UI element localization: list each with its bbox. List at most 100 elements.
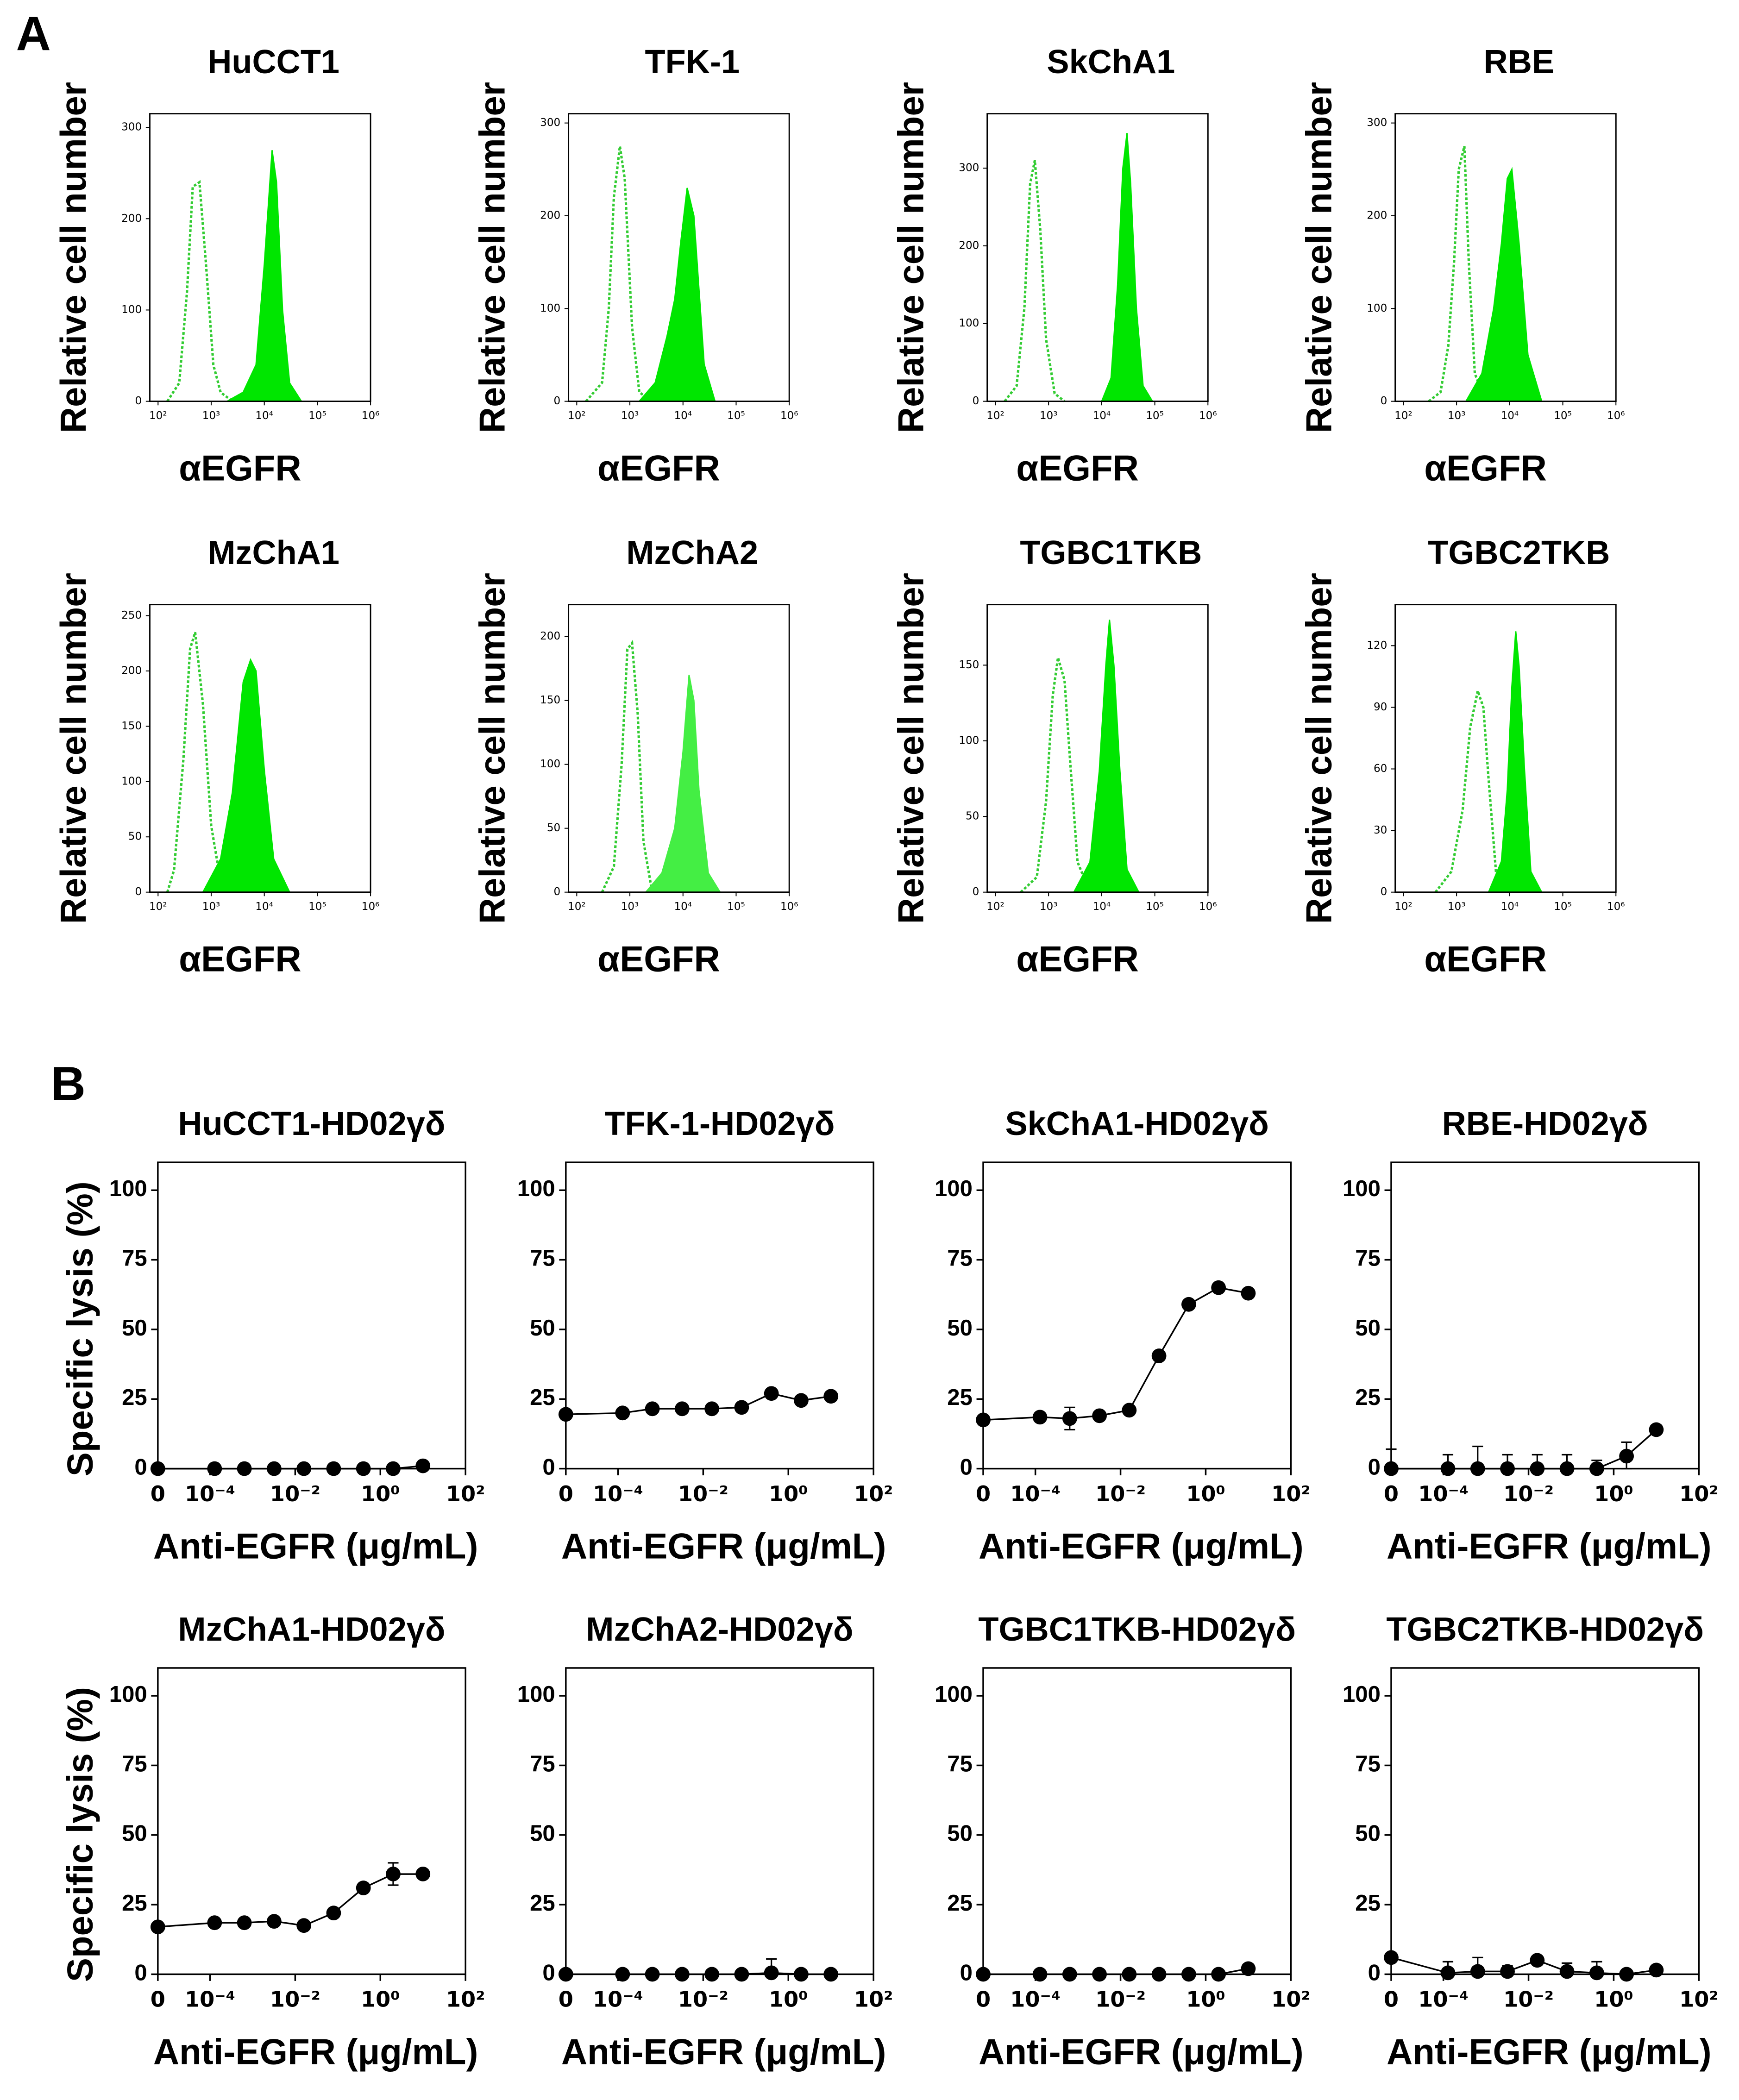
data-point [1649,1962,1664,1978]
y-tick-label: 75 [122,1246,147,1271]
y-tick-label: 100 [517,1176,555,1201]
chart-title: MzChA1-HD02γδ [178,1611,445,1648]
x-tick-label: 0 [1384,1481,1399,1506]
x-tick-label: 10⁶ [1607,901,1625,913]
plot-frame [149,604,371,893]
x-axis-label: αEGFR [179,447,301,488]
x-tick-label: 10⁴ [255,410,273,422]
x-tick-label: 10⁵ [1146,901,1164,913]
x-axis-label: αEGFR [179,938,301,979]
y-tick-label: 200 [121,213,142,225]
y-tick-label: 50 [122,1316,147,1341]
data-point [823,1967,839,1982]
data-line [157,1465,423,1470]
data-point [1559,1461,1575,1476]
data-point [1589,1461,1604,1476]
data-point [296,1461,312,1476]
data-point [1589,1965,1604,1981]
x-tick-label: 10⁴ [255,901,273,913]
x-axis-label: Anti-EGFR (μg/mL) [979,1525,1304,1566]
chart-title: TGBC2TKB-HD02γδ [1386,1611,1704,1648]
x-tick-label: 10⁻⁴ [1418,1481,1469,1506]
y-tick-label: 100 [1367,302,1387,314]
y-tick-label: 90 [1374,701,1387,713]
data-point [356,1881,371,1895]
plot-frame [986,604,1209,893]
y-tick-label: 100 [935,1682,973,1707]
data-line [983,1286,1249,1421]
y-axis-label: Relative cell number [471,82,512,433]
y-tick-label: 50 [530,1821,555,1846]
chart-title: SkChA1 [1047,44,1175,81]
data-line [565,1392,831,1416]
data-point [415,1458,431,1473]
y-tick-label: 120 [1367,639,1387,652]
x-tick-label: 0 [151,1987,165,2012]
plot-frame [157,1161,466,1470]
x-tick-label: 0 [1384,1987,1399,2012]
y-axis-label: Relative cell number [1298,82,1339,433]
plot-frame [568,604,790,893]
data-line [565,1972,831,1975]
x-tick-label: 10⁵ [727,410,745,422]
y-tick-label: 100 [540,302,560,314]
y-tick-label: 100 [959,734,979,746]
data-point [1032,1967,1048,1982]
y-tick-label: 75 [530,1246,555,1271]
y-tick-label: 100 [109,1682,147,1707]
y-tick-label: 50 [947,1821,973,1846]
data-point [823,1389,839,1404]
panel-label: B [51,1057,86,1111]
x-tick-label: 10⁴ [674,410,692,422]
data-point [1530,1461,1545,1476]
x-tick-label: 10⁻⁴ [1010,1481,1061,1506]
data-line [983,1968,1249,1975]
filled-histogram [644,675,722,893]
y-tick-label: 0 [960,1455,973,1480]
data-point [645,1967,660,1982]
x-axis-label: Anti-EGFR (μg/mL) [561,2031,886,2072]
isotype-histogram [585,146,652,402]
x-tick-label: 10⁻⁴ [1418,1987,1469,2012]
x-tick-label: 10⁶ [362,901,380,913]
y-axis-label: Specific lysis (%) [60,1687,100,1982]
x-tick-label: 10² [1679,1987,1719,2012]
data-point [1241,1285,1256,1301]
y-tick-label: 25 [1355,1891,1381,1916]
x-axis-label: αEGFR [597,938,720,979]
x-tick-label: 10⁻⁴ [185,1481,235,1506]
x-tick-label: 10⁰ [361,1481,400,1506]
y-tick-label: 0 [1381,886,1387,898]
x-tick-label: 10³ [1448,410,1466,422]
y-tick-label: 25 [530,1891,555,1916]
data-point [558,1967,573,1982]
data-point [150,1461,165,1476]
x-tick-label: 10⁻² [1503,1987,1554,2012]
x-tick-label: 0 [151,1481,165,1506]
y-tick-label: 50 [122,1821,147,1846]
x-tick-label: 10⁶ [362,410,380,422]
y-tick-label: 50 [1355,1821,1381,1846]
y-tick-label: 75 [1355,1751,1381,1776]
isotype-histogram [1004,160,1066,402]
y-tick-label: 300 [121,121,142,133]
plot-frame [565,1667,874,1975]
y-tick-label: 100 [1343,1176,1381,1201]
x-tick-label: 10⁰ [1594,1987,1633,2012]
data-point [615,1967,630,1982]
x-tick-label: 10⁻² [1095,1987,1146,2012]
chart-title: SkChA1-HD02γδ [1005,1105,1268,1142]
data-point [207,1461,222,1476]
x-axis-label: Anti-EGFR (μg/mL) [561,1525,886,1566]
x-tick-label: 10⁶ [780,901,798,913]
y-tick-label: 150 [540,694,560,706]
x-tick-label: 10² [446,1987,485,2012]
data-point [1440,1461,1456,1476]
data-point [1440,1965,1456,1981]
filled-histogram [638,188,716,402]
y-tick-label: 0 [1381,395,1387,407]
x-tick-label: 10⁰ [769,1481,808,1506]
y-tick-label: 75 [122,1751,147,1776]
x-tick-label: 10⁰ [1594,1481,1633,1506]
data-point [266,1461,282,1476]
